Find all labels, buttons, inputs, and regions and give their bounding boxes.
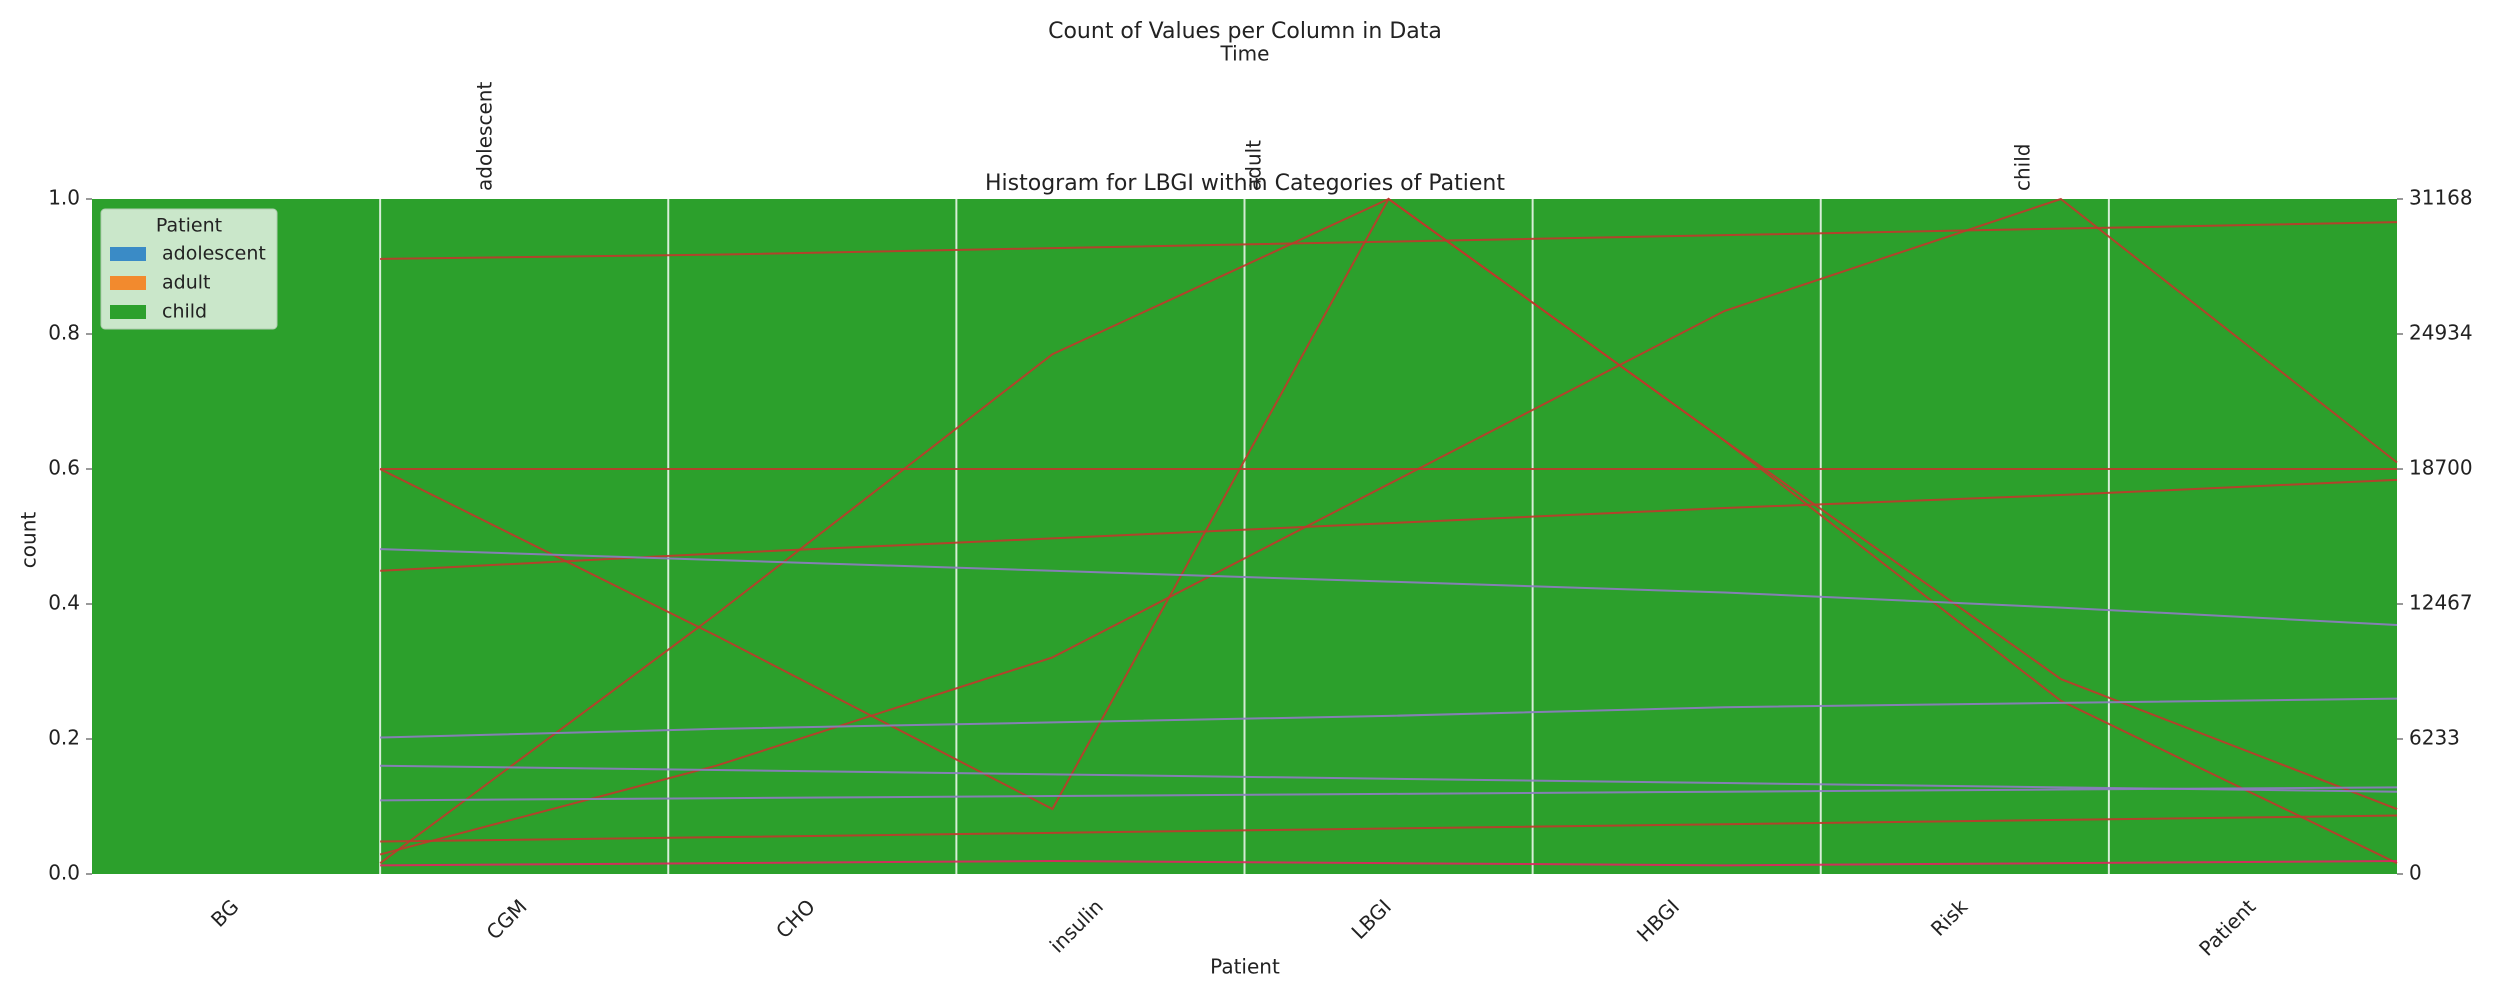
legend-title: Patient bbox=[156, 215, 222, 237]
legend-box bbox=[100, 208, 278, 330]
parallel-line bbox=[379, 197, 2398, 856]
plot-area bbox=[92, 197, 2398, 874]
y2-tick-label: 0 bbox=[2409, 861, 2422, 885]
parallel-line bbox=[380, 221, 2398, 260]
y2-tick-label: 18700 bbox=[2409, 456, 2473, 480]
legend-swatch bbox=[110, 305, 146, 319]
bar bbox=[668, 199, 957, 874]
y2-tick-label: 24934 bbox=[2409, 321, 2473, 345]
parallel-line bbox=[380, 764, 2398, 793]
x-axis-label: Patient bbox=[1210, 955, 1280, 979]
y2-tick-label: 6233 bbox=[2409, 726, 2460, 750]
y-axis-label: count bbox=[17, 512, 41, 569]
legend-swatch bbox=[110, 247, 146, 261]
bar bbox=[1820, 199, 2109, 874]
parallel-line bbox=[379, 197, 2398, 811]
legend-label: adolescent bbox=[162, 243, 266, 265]
top-tick-label: adult bbox=[1242, 140, 1266, 191]
top-axis-label: Time bbox=[1220, 42, 1270, 66]
y-tick-label: 0.2 bbox=[48, 726, 80, 750]
chart-title: Count of Values per Column in Data bbox=[1048, 19, 1442, 44]
bar bbox=[380, 199, 669, 874]
top-tick-label: child bbox=[2011, 144, 2035, 191]
parallel-line bbox=[380, 814, 2398, 843]
legend-label: child bbox=[162, 301, 207, 323]
top-tick-label: adolescent bbox=[473, 82, 497, 191]
y-tick-label: 1.0 bbox=[48, 186, 80, 210]
y2-tick-label: 31168 bbox=[2409, 186, 2473, 210]
y-tick-label: 0.0 bbox=[48, 861, 80, 885]
bar bbox=[2108, 199, 2397, 874]
bar bbox=[1532, 199, 1821, 874]
parallel-line bbox=[380, 697, 2398, 739]
bar bbox=[1244, 199, 1533, 874]
y-tick-label: 0.8 bbox=[48, 321, 80, 345]
y-tick-label: 0.6 bbox=[48, 456, 80, 480]
parallel-line bbox=[380, 478, 2398, 572]
y2-tick-label: 12467 bbox=[2409, 591, 2473, 615]
chart-title: Histogram for LBGI within Categories of … bbox=[985, 171, 1505, 196]
parallel-line bbox=[380, 860, 2398, 867]
legend-swatch bbox=[110, 276, 146, 290]
legend: Patient adolescent adult child bbox=[100, 208, 278, 330]
parallel-line bbox=[380, 786, 2398, 802]
legend-label: adult bbox=[162, 272, 210, 294]
y-tick-label: 0.4 bbox=[48, 591, 80, 615]
parallel-line bbox=[380, 548, 2398, 626]
